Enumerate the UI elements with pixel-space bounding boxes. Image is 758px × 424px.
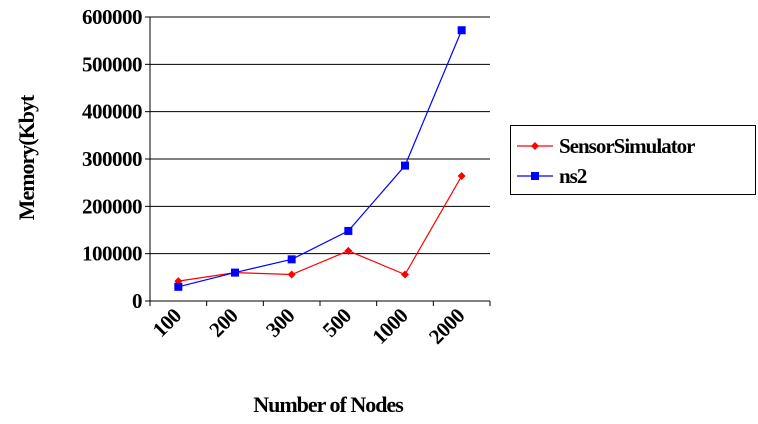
x-tick-label: 200 (204, 304, 242, 342)
data-point (231, 268, 239, 277)
gridlines (150, 16, 490, 255)
data-point (344, 226, 353, 235)
series-lines (174, 26, 466, 291)
data-point (344, 246, 353, 255)
series-sensorsimulator (174, 172, 466, 286)
data-point (457, 26, 466, 35)
y-tick-label: 600000 (82, 5, 142, 29)
data-point (174, 282, 183, 291)
legend-item-ns2: ns2 (511, 164, 755, 188)
data-point (401, 161, 409, 170)
legend-marker-ns2 (517, 172, 553, 180)
y-tick-label: 300000 (82, 147, 142, 171)
x-axis-label: Number of Nodes (253, 392, 404, 417)
data-point (287, 255, 296, 264)
series-ns2 (174, 26, 466, 291)
x-tick-label: 300 (261, 304, 299, 342)
legend-label-sensorsimulator: SensorSimulator (559, 134, 696, 158)
y-axis-label: Memory(Kbyt (14, 94, 39, 220)
x-tick-labels: 100 200 300 500 1000 2000 (148, 304, 470, 349)
x-tick-label: 100 (148, 304, 186, 342)
y-tick-label: 200000 (82, 194, 142, 218)
series-line-ns2 (178, 30, 463, 288)
y-tick-label: 100000 (82, 242, 142, 266)
y-tick-label: 0 (132, 289, 142, 313)
data-point (287, 270, 296, 279)
legend-marker-sensorsimulator (517, 142, 553, 150)
data-point (457, 172, 466, 181)
data-point (401, 270, 409, 279)
y-tick-label: 500000 (82, 52, 142, 76)
x-tick-label: 500 (318, 304, 356, 342)
legend-label-ns2: ns2 (559, 164, 587, 188)
x-tick-label: 2000 (424, 304, 469, 349)
legend: SensorSimulator ns2 (510, 125, 756, 195)
axes (145, 16, 491, 306)
y-tick-labels: 0 100000 200000 300000 400000 500000 600000 (82, 5, 143, 313)
x-tick-label: 1000 (367, 304, 412, 349)
y-tick-label: 400000 (82, 100, 142, 124)
series-line-sensorsimulator (178, 175, 463, 282)
legend-item-sensorsimulator: SensorSimulator (511, 134, 755, 158)
